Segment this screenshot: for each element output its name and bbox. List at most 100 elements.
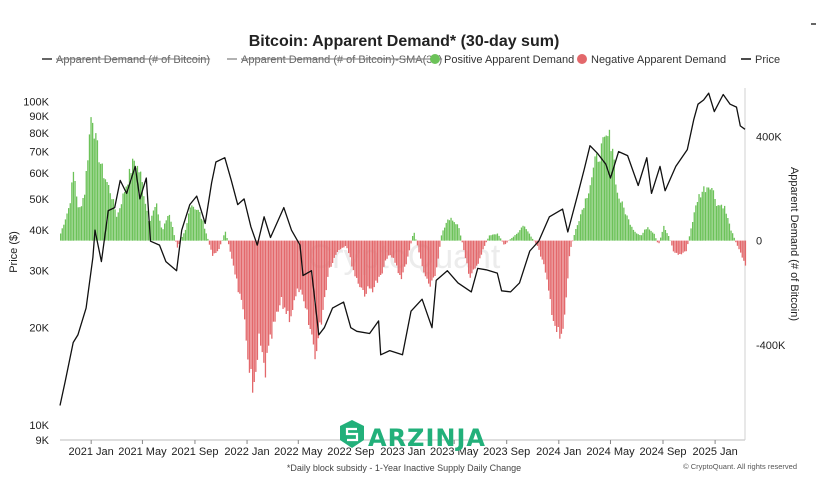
positive-demand-bar	[186, 223, 188, 241]
negative-demand-bar	[338, 240, 340, 251]
negative-demand-bar	[556, 240, 558, 332]
x-tick-label: 2021 May	[118, 446, 167, 458]
positive-demand-bar	[116, 216, 118, 241]
negative-demand-bar	[428, 240, 430, 284]
negative-demand-bar	[431, 240, 433, 281]
negative-demand-bar	[557, 240, 559, 327]
positive-demand-bar	[516, 233, 518, 241]
positive-demand-bar	[730, 230, 732, 241]
negative-demand-bar	[554, 240, 556, 326]
positive-demand-bar	[688, 236, 691, 241]
positive-demand-bar	[183, 233, 185, 241]
price-line	[59, 92, 746, 406]
negative-demand-bar	[559, 240, 561, 339]
positive-demand-bar	[172, 227, 174, 241]
negative-demand-bar	[472, 240, 475, 270]
positive-demand-bar	[204, 228, 206, 241]
negative-demand-bar	[392, 240, 395, 258]
left-tick-label: 40K	[29, 225, 49, 237]
positive-demand-bar	[696, 202, 699, 241]
positive-demand-bar	[191, 205, 193, 241]
positive-demand-bar	[165, 220, 167, 241]
positive-demand-bar	[530, 236, 532, 241]
positive-demand-bar	[445, 222, 447, 241]
x-tick-label: 2025 Jan	[692, 446, 737, 458]
positive-demand-bar	[512, 236, 515, 241]
positive-demand-bar	[639, 235, 641, 241]
positive-demand-bar	[205, 233, 207, 241]
positive-demand-bar	[498, 235, 500, 241]
positive-demand-bar	[490, 235, 492, 241]
positive-demand-bar	[159, 220, 161, 241]
arzinja-logo-text: ARZINJA	[368, 424, 486, 452]
positive-demand-bar	[164, 223, 166, 241]
positive-demand-bar	[192, 206, 195, 241]
positive-demand-bar	[71, 182, 73, 241]
positive-demand-bar	[95, 133, 97, 241]
negative-demand-bar	[178, 240, 180, 245]
negative-demand-bar	[562, 240, 564, 329]
positive-demand-bar	[733, 237, 735, 241]
negative-demand-bar	[671, 240, 673, 246]
positive-demand-bar	[714, 199, 716, 241]
legend-item: Apparent Demand (# of Bitcoin)-SMA(30)	[227, 54, 443, 66]
negative-demand-bar	[744, 240, 747, 266]
positive-demand-bar	[629, 224, 631, 241]
negative-demand-bar	[468, 240, 470, 274]
positive-demand-bar	[114, 209, 116, 241]
positive-demand-bar	[224, 231, 227, 241]
positive-demand-bar	[700, 197, 702, 241]
negative-demand-bar	[421, 240, 423, 267]
left-tick-label: 80K	[29, 128, 49, 140]
positive-demand-bar	[722, 208, 724, 241]
legend-marker	[577, 54, 587, 64]
positive-demand-bar	[197, 209, 199, 241]
positive-demand-bar	[615, 184, 617, 241]
negative-demand-bar	[439, 240, 441, 247]
negative-demand-bar	[341, 240, 343, 248]
positive-demand-bar	[80, 206, 83, 241]
negative-demand-bar	[352, 240, 355, 271]
positive-demand-bar	[101, 163, 103, 241]
positive-demand-bar	[610, 151, 612, 241]
negative-demand-bar	[300, 240, 302, 290]
positive-demand-bar	[602, 137, 604, 241]
negative-demand-bar	[466, 240, 468, 264]
legend-label: Negative Apparent Demand	[591, 54, 726, 66]
negative-demand-bar	[255, 240, 257, 372]
positive-demand-bar	[88, 134, 91, 241]
negative-demand-bar	[279, 240, 281, 306]
negative-demand-bar	[252, 240, 254, 393]
negative-demand-bar	[292, 240, 294, 310]
negative-demand-bar	[538, 240, 540, 250]
positive-demand-bar	[591, 177, 593, 241]
positive-demand-bar	[188, 213, 190, 241]
negative-demand-bar	[735, 240, 737, 243]
positive-demand-bar	[143, 196, 145, 241]
negative-demand-bar	[378, 240, 380, 277]
negative-demand-bar	[656, 240, 659, 243]
positive-demand-bar	[604, 136, 606, 241]
positive-demand-bar	[440, 235, 443, 241]
negative-demand-bar	[463, 240, 465, 251]
negative-demand-bar	[176, 240, 179, 248]
negative-demand-bar	[370, 240, 372, 289]
positive-demand-bar	[527, 231, 529, 241]
negative-demand-bar	[336, 240, 339, 253]
negative-demand-bar	[372, 240, 374, 293]
negative-demand-bar	[386, 240, 388, 259]
negative-demand-bar	[384, 240, 387, 261]
positive-demand-bar	[652, 232, 654, 241]
positive-demand-bar	[488, 235, 491, 241]
negative-demand-bar	[264, 240, 267, 378]
positive-demand-bar	[668, 236, 670, 241]
negative-demand-bar	[354, 240, 356, 277]
arzinja-logo-mark	[340, 420, 364, 448]
chart-title: Bitcoin: Apparent Demand* (30-day sum)	[249, 33, 560, 50]
negative-demand-bar	[309, 240, 311, 329]
positive-demand-bar	[720, 204, 723, 241]
positive-demand-bar	[647, 227, 649, 241]
negative-demand-bar	[328, 240, 331, 268]
negative-demand-bar	[296, 240, 299, 289]
